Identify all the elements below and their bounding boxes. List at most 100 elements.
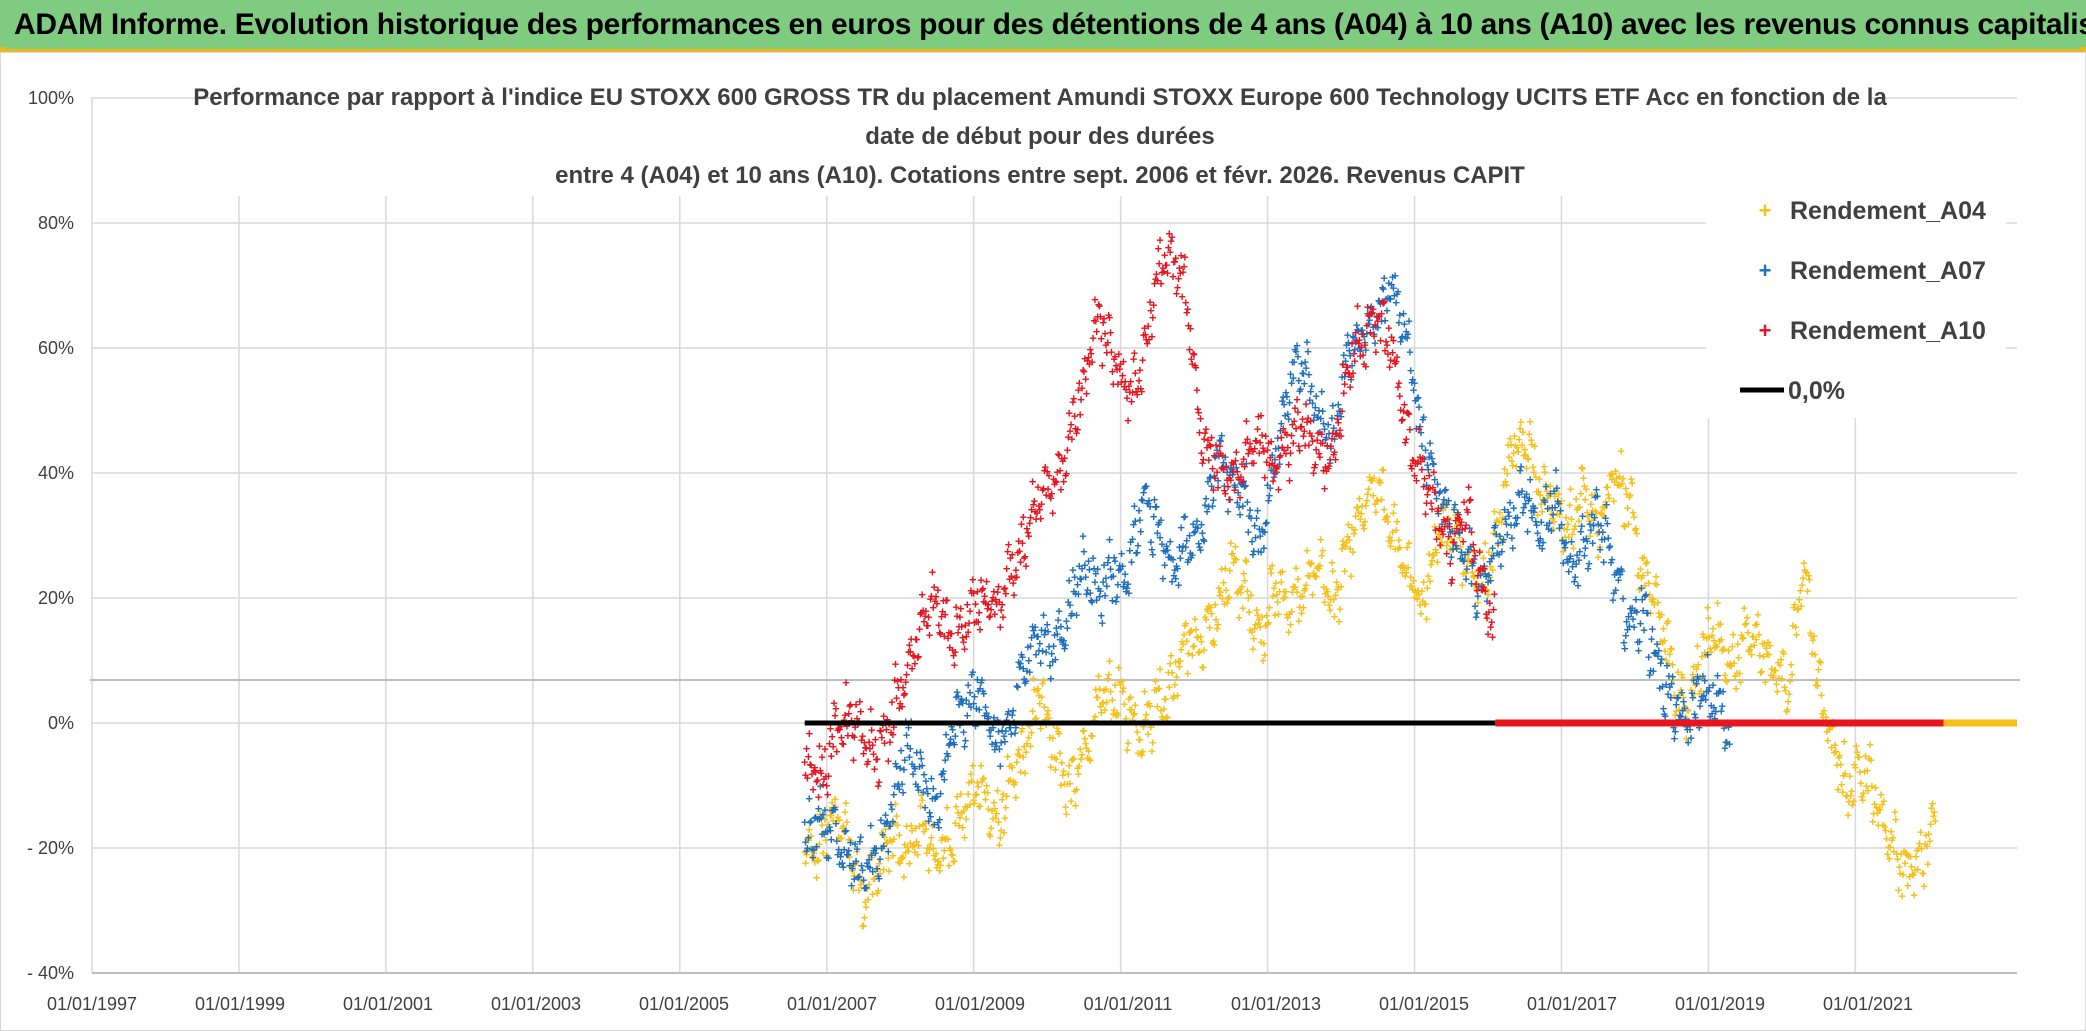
data-point-a04: +	[1099, 696, 1107, 711]
data-point-a10: +	[1289, 417, 1297, 432]
data-point-a07: +	[1071, 570, 1079, 585]
data-point-a04: +	[1740, 601, 1748, 616]
data-point-a04: +	[1577, 486, 1585, 501]
data-point-a04: +	[1672, 708, 1680, 723]
data-point-a10: +	[1328, 431, 1336, 446]
y-tick-label: 0%	[48, 713, 74, 733]
data-point-a04: +	[1540, 459, 1548, 474]
data-point-a07: +	[1211, 449, 1219, 464]
data-point-a07: +	[1528, 510, 1536, 525]
data-point-a10: +	[1384, 346, 1392, 361]
data-point-a07: +	[1490, 548, 1498, 563]
data-point-a10: +	[1003, 561, 1011, 576]
data-point-a04: +	[1189, 639, 1197, 654]
data-point-a04: +	[1639, 568, 1647, 583]
data-point-a07: +	[997, 735, 1005, 750]
data-point-a04: +	[1026, 718, 1034, 733]
data-point-a04: +	[1526, 427, 1534, 442]
data-point-a04: +	[1432, 542, 1440, 557]
data-point-a04: +	[1563, 522, 1571, 537]
data-point-a10: +	[1266, 457, 1274, 472]
data-point-a07: +	[1493, 526, 1501, 541]
data-point-a10: +	[1409, 453, 1417, 468]
data-point-a04: +	[1536, 472, 1544, 487]
data-point-a04: +	[1466, 545, 1474, 560]
data-point-a07: +	[1593, 482, 1601, 497]
data-point-a10: +	[1462, 518, 1470, 533]
data-point-a04: +	[1512, 438, 1520, 453]
data-point-a04: +	[1369, 473, 1377, 488]
data-point-a07: +	[880, 838, 888, 853]
data-point-a07: +	[1020, 671, 1028, 686]
data-point-a07: +	[1466, 521, 1474, 536]
data-point-a04: +	[854, 870, 862, 885]
data-point-a04: +	[1604, 479, 1612, 494]
data-point-a04: +	[842, 796, 850, 811]
data-point-a07: +	[1132, 546, 1140, 561]
data-point-a07: +	[1301, 354, 1309, 369]
data-point-a04: +	[1166, 679, 1174, 694]
data-point-a07: +	[1562, 535, 1570, 550]
data-point-a10: +	[1028, 502, 1036, 517]
data-point-a04: +	[1245, 591, 1253, 606]
data-point-a07: +	[1335, 397, 1343, 412]
data-point-a04: +	[1579, 461, 1587, 476]
data-point-a04: +	[848, 859, 856, 874]
data-point-a04: +	[1009, 774, 1017, 789]
data-point-a04: +	[1626, 489, 1634, 504]
data-point-a04: +	[1102, 681, 1110, 696]
data-point-a07: +	[1389, 269, 1397, 284]
data-point-a10: +	[1264, 442, 1272, 457]
data-point-a04: +	[1123, 743, 1131, 758]
data-point-a10: +	[1127, 374, 1135, 389]
data-point-a04: +	[1515, 432, 1523, 447]
data-point-a04: +	[1504, 438, 1512, 453]
data-point-a10: +	[851, 730, 859, 745]
data-point-a10: +	[1182, 295, 1190, 310]
data-point-a07: +	[1057, 619, 1065, 634]
data-point-a04: +	[1899, 867, 1907, 882]
data-point-a10: +	[1161, 248, 1169, 263]
data-point-a04: +	[1203, 602, 1211, 617]
data-point-a04: +	[1695, 657, 1703, 672]
data-point-a07: +	[1450, 502, 1458, 517]
data-point-a04: +	[1591, 488, 1599, 503]
data-point-a10: +	[813, 774, 821, 789]
data-point-a07: +	[1288, 375, 1296, 390]
data-point-a10: +	[1164, 265, 1172, 280]
data-point-a04: +	[1315, 561, 1323, 576]
data-point-a10: +	[1009, 547, 1017, 562]
data-point-a04: +	[807, 829, 815, 844]
data-point-a10: +	[806, 726, 814, 741]
data-point-a04: +	[859, 919, 867, 934]
data-point-a04: +	[1424, 581, 1432, 596]
data-point-a07: +	[843, 847, 851, 862]
data-point-a07: +	[1248, 534, 1256, 549]
data-point-a10: +	[1136, 362, 1144, 377]
data-point-a07: +	[1048, 646, 1056, 661]
data-point-a04: +	[1362, 498, 1370, 513]
data-point-a07: +	[1495, 547, 1503, 562]
data-point-a10: +	[896, 700, 904, 715]
data-point-a07: +	[1049, 654, 1057, 669]
data-point-a10: +	[1115, 346, 1123, 361]
data-point-a04: +	[1382, 510, 1390, 525]
data-point-a10: +	[932, 589, 940, 604]
data-point-a10: +	[1419, 451, 1427, 466]
data-point-a04: +	[1778, 671, 1786, 686]
data-point-a04: +	[1808, 628, 1816, 643]
data-point-a07: +	[1312, 400, 1320, 415]
data-point-a04: +	[1541, 465, 1549, 480]
data-point-a07: +	[1146, 499, 1154, 514]
data-point-a07: +	[1647, 663, 1655, 678]
data-point-a04: +	[1404, 560, 1412, 575]
data-point-a10: +	[1456, 511, 1464, 526]
data-point-a04: +	[814, 854, 822, 869]
data-point-a07: +	[1509, 541, 1517, 556]
data-point-a10: +	[827, 721, 835, 736]
data-point-a04: +	[1805, 568, 1813, 583]
data-point-a04: +	[877, 841, 885, 856]
data-point-a07: +	[878, 840, 886, 855]
data-point-a07: +	[1149, 547, 1157, 562]
data-point-a04: +	[1638, 570, 1646, 585]
